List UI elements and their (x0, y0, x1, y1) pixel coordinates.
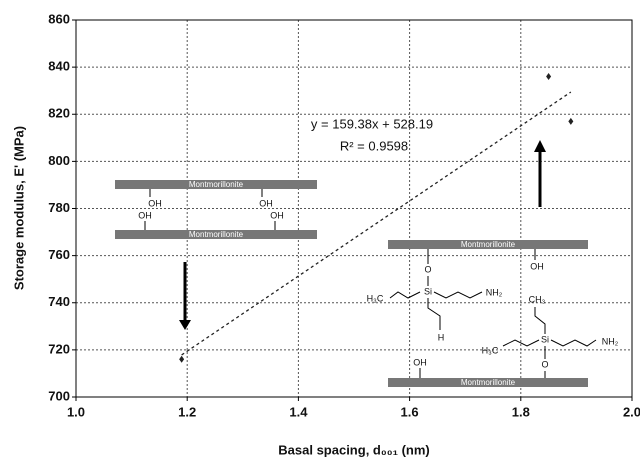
trendline (181, 91, 572, 356)
x-tick-label: 1.2 (178, 404, 196, 419)
clay-layer (115, 230, 317, 239)
si-label: Si (424, 286, 432, 296)
arrow-head (179, 320, 191, 330)
y-axis-label: Storage modulus, E' (MPa) (11, 126, 26, 290)
y-tick-label: 740 (48, 294, 70, 309)
y-tick-label: 720 (48, 341, 70, 356)
r-squared: R² = 0.9598 (340, 138, 408, 153)
x-tick-label: 1.6 (401, 404, 419, 419)
clay-layer (388, 378, 588, 387)
data-point (568, 117, 574, 125)
diagrams: Montmorillonite Montmorillonite OH OH OH… (115, 140, 619, 387)
ch3-label: CH₃ (529, 294, 546, 304)
nh2-label: NH₂ (486, 287, 503, 297)
x-tick-label: 1.8 (512, 404, 530, 419)
x-axis-label: Basal spacing, d₀₀₁ (nm) (278, 442, 429, 457)
h-label: H (438, 332, 445, 342)
oh-label: OH (148, 198, 162, 208)
bond (419, 307, 597, 378)
o-label: O (541, 359, 548, 369)
h3c-label: H₃C (482, 345, 499, 355)
data-point (546, 73, 552, 81)
oh-label: OH (413, 357, 427, 367)
clay-label: Montmorillonite (189, 230, 244, 239)
arrow-head (534, 140, 546, 152)
bond (389, 249, 536, 330)
clay-label: Montmorillonite (189, 180, 244, 189)
y-tick-label: 840 (48, 59, 70, 74)
y-tick-label: 800 (48, 153, 70, 168)
oh-label: OH (138, 210, 152, 220)
x-tick-label: 2.0 (623, 404, 640, 419)
si-label: Si (541, 334, 549, 344)
h3c-label: H₃C (367, 293, 384, 303)
x-tick-label: 1.0 (67, 404, 85, 419)
clay-layer (115, 180, 317, 189)
clay-label: Montmorillonite (461, 378, 516, 387)
oh-label: OH (259, 198, 273, 208)
oh-label: OH (270, 210, 284, 220)
clay-layer (388, 240, 588, 249)
bond (144, 189, 276, 230)
o-label: O (424, 264, 431, 274)
oh-label: OH (530, 261, 544, 271)
data-point (179, 355, 185, 363)
clay-label: Montmorillonite (461, 240, 516, 249)
trendline-equation: y = 159.38x + 528.19 (311, 116, 433, 131)
y-tick-label: 700 (48, 388, 70, 403)
x-tick-label: 1.4 (289, 404, 308, 419)
y-tick-label: 860 (48, 11, 70, 26)
y-tick-label: 820 (48, 106, 70, 121)
nh2-label: NH₂ (602, 336, 619, 346)
y-tick-label: 760 (48, 247, 70, 262)
y-tick-label: 780 (48, 200, 70, 215)
